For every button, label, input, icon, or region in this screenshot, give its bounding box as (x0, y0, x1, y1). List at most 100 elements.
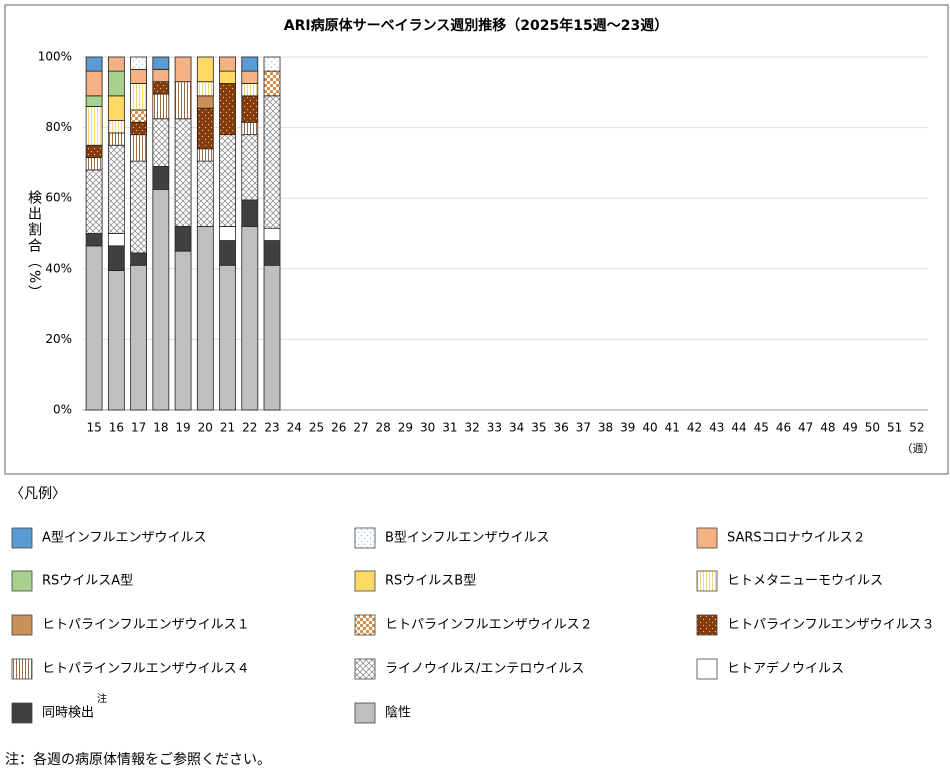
legend-swatch (354, 570, 376, 592)
legend-note: 注 (97, 692, 107, 705)
bar-segment (196, 95, 214, 109)
x-tick-label: 42 (687, 421, 702, 435)
bar-segment (241, 199, 259, 227)
bar-segment (107, 132, 125, 146)
legend-swatch (11, 570, 33, 592)
legend-swatch (11, 702, 33, 724)
x-tick-label: 35 (531, 421, 546, 435)
bar-segment (130, 56, 147, 70)
bar-segment (85, 95, 103, 107)
x-tick-label: 48 (820, 421, 835, 435)
bar-segment (196, 107, 214, 150)
legend-label: A型インフルエンザウイルス (42, 531, 207, 546)
bar-segment (85, 70, 103, 97)
x-tick-label: 33 (487, 421, 502, 435)
bar-segment (107, 56, 125, 72)
bar-segment (263, 95, 281, 229)
x-tick-label: 18 (153, 421, 168, 435)
bar-segment (263, 70, 281, 97)
legend-label: ヒトパラインフルエンザウイルス３ (727, 618, 935, 633)
y-tick-label: 60% (45, 191, 72, 205)
x-tick-label: 15 (86, 421, 101, 435)
bar-segment (130, 121, 147, 136)
legend-label: ライノウイルス/エンテロウイルス (385, 662, 584, 677)
bar-segment (196, 226, 214, 411)
bar-segment (174, 56, 192, 83)
x-tick-label: 37 (576, 421, 591, 435)
bar-segment (85, 245, 103, 411)
chart-title: ARI病原体サーベイランス週別推移（2025年15週～23週） (284, 17, 668, 34)
bar-segment (107, 120, 125, 134)
bar-segment (85, 169, 103, 234)
bar-segment (107, 70, 125, 97)
bar-segment (219, 83, 236, 136)
legend-swatch (354, 527, 376, 549)
legend-label: 同時検出 (42, 706, 94, 721)
x-tick-label: 36 (553, 421, 568, 435)
bar-segment (130, 264, 147, 411)
bar-segment (152, 93, 170, 120)
legend-swatch (354, 702, 376, 724)
bar-segment (152, 56, 170, 70)
bar-segment (174, 250, 192, 411)
x-tick-label: 51 (887, 421, 902, 435)
legend-swatch (11, 614, 33, 636)
legend-swatch (11, 658, 33, 680)
legend-swatch (696, 570, 718, 592)
x-tick-label: 52 (909, 421, 924, 435)
bar-segment (263, 56, 281, 72)
x-tick-label: 24 (287, 421, 302, 435)
y-tick-label: 80% (45, 120, 72, 134)
bar-segment (241, 121, 259, 136)
bar-segment (174, 226, 192, 252)
x-tick-label: 46 (776, 421, 791, 435)
bar-segment (130, 134, 147, 162)
legend-label: ヒトメタニューモウイルス (727, 574, 883, 589)
legend-title: 〈凡例〉 (10, 486, 66, 502)
bar-segment (85, 106, 103, 146)
bar-segment (85, 233, 103, 247)
legend-swatch (11, 527, 33, 549)
bar-segment (152, 81, 170, 95)
bar-segment (241, 56, 259, 72)
bar-segment (241, 70, 259, 84)
x-tick-label: 27 (353, 421, 368, 435)
bar-segment (196, 160, 214, 227)
bar-segment (219, 240, 236, 266)
x-tick-label: 29 (398, 421, 413, 435)
x-tick-label: 21 (220, 421, 235, 435)
x-tick-label: 41 (665, 421, 680, 435)
x-tick-label: 47 (798, 421, 813, 435)
x-tick-label: 19 (175, 421, 190, 435)
footnote: 注：各週の病原体情報をご参照ください。 (5, 751, 271, 768)
bar-segment (263, 227, 281, 241)
bar-segment (130, 83, 147, 111)
bar-segment (241, 134, 259, 201)
x-tick-label: 31 (442, 421, 457, 435)
bar-segment (219, 264, 236, 411)
bar-segment (107, 144, 125, 234)
legend-label: 陰性 (385, 706, 411, 721)
bar-segment (196, 81, 214, 97)
bar-segment (219, 56, 236, 72)
bar-segment (196, 148, 214, 162)
bar-segment (130, 68, 147, 84)
legend-label: ヒトパラインフルエンザウイルス１ (42, 618, 250, 633)
bar-segment (174, 118, 192, 227)
legend-label: RSウイルスB型 (385, 574, 476, 589)
bar-segment (130, 160, 147, 254)
legend-swatch (354, 614, 376, 636)
legend-swatch (354, 658, 376, 680)
legend-swatch (696, 527, 718, 549)
bar-segment (241, 226, 259, 411)
bar-segment (107, 95, 125, 121)
x-tick-label: 16 (109, 421, 124, 435)
x-tick-label: 25 (309, 421, 324, 435)
legend-label: SARSコロナウイルス２ (727, 531, 866, 546)
bar-segment (263, 264, 281, 411)
bar-segment (219, 134, 236, 227)
x-tick-label: 34 (509, 421, 524, 435)
x-tick-label: 43 (709, 421, 724, 435)
y-axis-label: 検出割合（%） (26, 190, 42, 301)
